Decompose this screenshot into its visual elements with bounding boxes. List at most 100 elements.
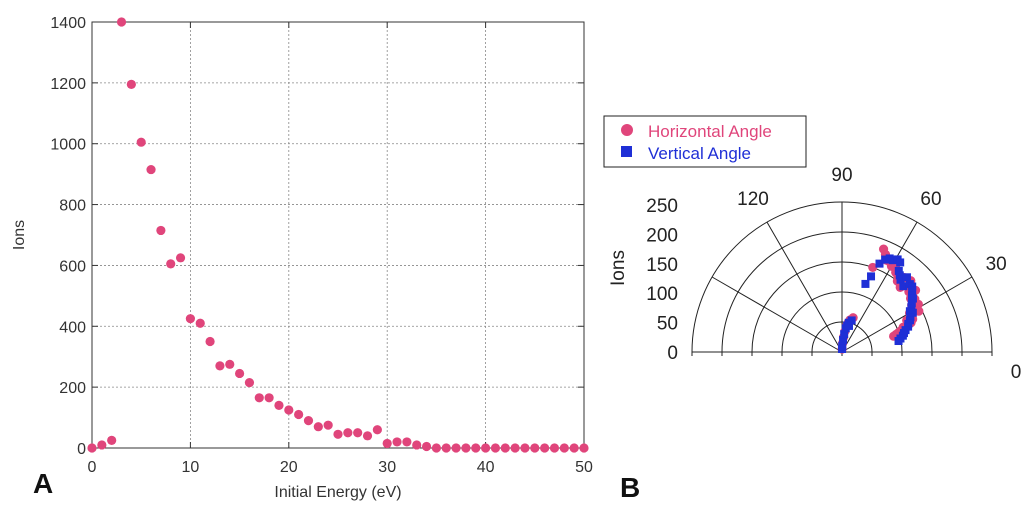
radial-tick-label: 250 <box>646 196 678 217</box>
y-tick-label: 400 <box>59 319 86 336</box>
data-point <box>235 368 245 379</box>
legend-marker-vertical <box>621 146 632 157</box>
data-point-vertical <box>896 275 905 284</box>
data-point <box>195 318 205 328</box>
data-point-vertical <box>908 286 917 295</box>
data-point <box>431 443 441 453</box>
data-point <box>323 420 333 430</box>
y-tick-label: 200 <box>59 380 86 397</box>
x-tick-label: 0 <box>88 459 97 476</box>
data-point <box>530 443 540 453</box>
data-point <box>520 443 530 453</box>
polar-spoke <box>711 276 843 353</box>
data-point <box>412 440 422 450</box>
data-point-vertical <box>894 337 903 346</box>
data-point <box>559 443 569 453</box>
chart-a-x-ticks: 0 10 20 30 40 50 <box>88 22 593 476</box>
data-point <box>264 393 274 403</box>
data-point <box>166 259 176 269</box>
y-tick-label: 800 <box>59 198 86 215</box>
y-tick-label: 1200 <box>50 76 86 93</box>
data-point <box>136 137 146 147</box>
y-tick-label: 0 <box>77 441 86 458</box>
legend-label-vertical: Vertical Angle <box>648 144 751 163</box>
data-point <box>313 422 323 432</box>
data-point-vertical <box>875 259 884 268</box>
data-point <box>392 437 402 447</box>
data-point <box>284 405 294 415</box>
chart-a: 0 200 400 600 800 1000 1200 1400 0 10 20 30 40 50 In… <box>11 15 593 501</box>
data-point-vertical <box>840 330 849 339</box>
data-point <box>549 443 560 453</box>
data-point <box>244 377 255 388</box>
chart-a-y-axis-label: Ions <box>11 220 28 250</box>
legend-box <box>603 115 807 168</box>
data-point-vertical <box>908 308 917 317</box>
data-point-vertical <box>907 302 916 311</box>
panel-label-a: A <box>33 468 53 499</box>
x-tick-label: 20 <box>280 459 298 476</box>
legend-marker-horizontal <box>621 124 633 136</box>
data-point-horizontal <box>868 262 878 273</box>
data-point <box>490 443 501 453</box>
data-point-vertical <box>896 258 905 267</box>
data-point <box>303 416 314 426</box>
angle-tick-label: 30 <box>986 254 1007 275</box>
data-point-vertical <box>867 272 876 281</box>
data-point-vertical <box>847 316 856 325</box>
chart-a-y-ticks: 0 200 400 600 800 1000 1200 1400 <box>50 15 584 458</box>
data-point <box>175 253 186 263</box>
x-tick-label: 30 <box>378 459 396 476</box>
data-point-vertical <box>908 294 917 303</box>
data-point-vertical <box>899 282 908 291</box>
angle-tick-label: 120 <box>737 189 769 210</box>
data-point <box>116 17 127 27</box>
data-point-vertical <box>908 282 917 291</box>
data-point-vertical <box>839 336 848 345</box>
data-point <box>215 361 225 371</box>
data-point <box>353 428 363 438</box>
radial-tick-label: 150 <box>646 255 678 276</box>
data-point <box>205 336 215 347</box>
chart-b-y-axis-label: Ions <box>608 250 629 286</box>
data-point <box>343 428 353 438</box>
radial-tick-label: 0 <box>667 343 678 364</box>
x-tick-label: 50 <box>575 459 593 476</box>
data-point-vertical <box>881 255 890 264</box>
data-point <box>579 443 589 453</box>
data-point-vertical <box>861 279 870 288</box>
y-tick-label: 600 <box>59 258 86 275</box>
chart-a-plot-area <box>91 21 585 449</box>
data-point <box>156 225 166 236</box>
data-point <box>451 443 461 453</box>
data-point-vertical <box>838 342 847 351</box>
angle-tick-label: 0 <box>1011 362 1022 383</box>
polar-spoke <box>766 221 843 353</box>
data-point <box>461 443 471 453</box>
data-point <box>185 314 195 324</box>
legend-label-horizontal: Horizontal Angle <box>648 122 772 141</box>
data-point <box>362 431 373 441</box>
chart-b-legend: Horizontal Angle Vertical Angle <box>603 115 807 168</box>
chart-a-grid <box>92 22 584 448</box>
data-point <box>372 425 382 435</box>
data-point <box>402 437 412 447</box>
data-point <box>500 443 510 453</box>
x-tick-label: 10 <box>182 459 200 476</box>
data-point <box>274 400 284 410</box>
data-point-vertical <box>888 256 897 265</box>
radial-tick-label: 50 <box>657 314 678 335</box>
data-point-vertical <box>895 271 904 280</box>
radial-tick-label: 200 <box>646 225 678 246</box>
data-point <box>225 359 235 369</box>
data-point-vertical <box>902 273 911 282</box>
data-point-vertical <box>894 266 903 275</box>
angle-tick-label: 60 <box>920 189 941 210</box>
y-tick-label: 1400 <box>50 15 86 32</box>
data-point <box>481 443 491 453</box>
radial-tick-label: 100 <box>646 284 678 305</box>
data-point <box>333 429 343 439</box>
x-tick-label: 40 <box>477 459 495 476</box>
polar-spoke <box>841 221 918 353</box>
